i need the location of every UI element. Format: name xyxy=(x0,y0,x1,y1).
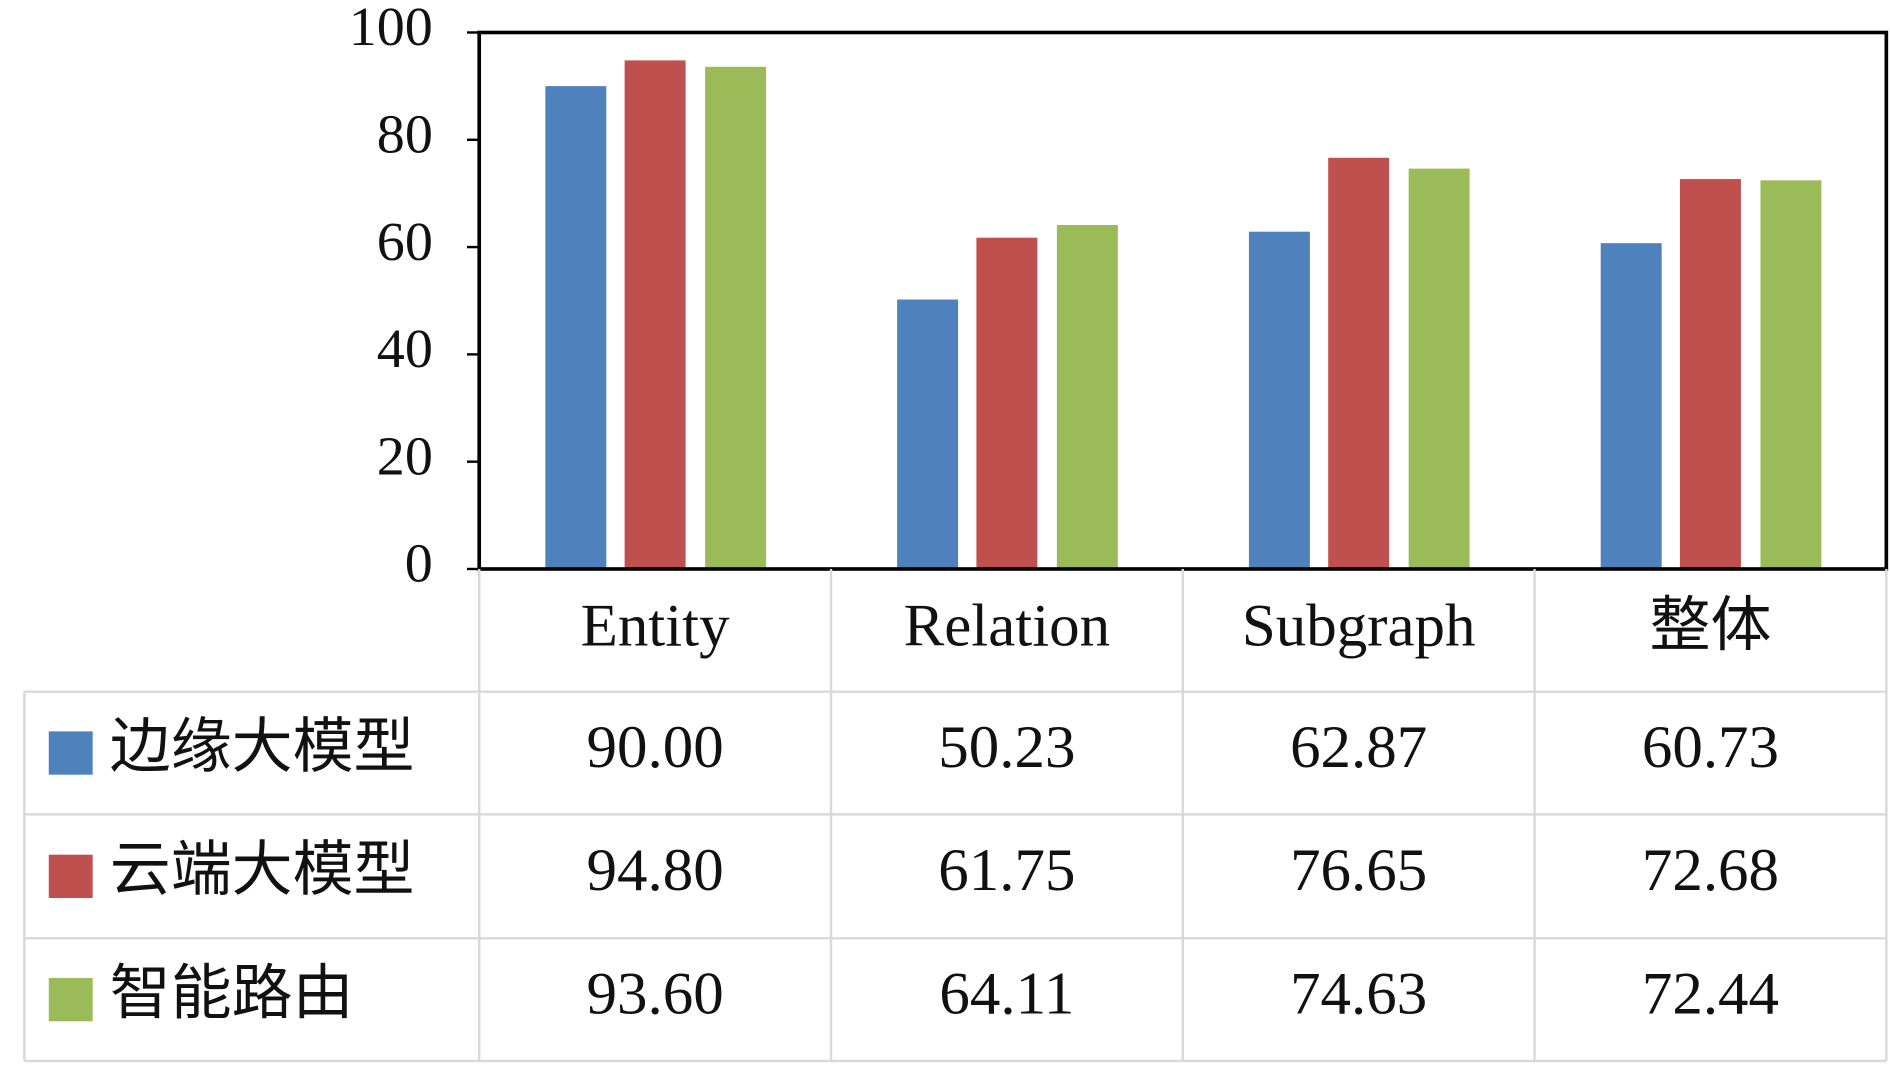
legend-label: 云端大模型 xyxy=(110,837,415,904)
value-label: 94.80 xyxy=(587,837,724,904)
value-label: 72.68 xyxy=(1642,837,1779,904)
y-tick-label: 0 xyxy=(405,533,433,595)
value-label: 61.75 xyxy=(938,837,1075,904)
legend-swatch xyxy=(48,731,93,775)
bar xyxy=(545,86,607,569)
legend-label: 智能路由 xyxy=(110,961,354,1028)
value-label: 74.63 xyxy=(1290,961,1427,1028)
bar xyxy=(976,237,1038,569)
y-tick-label: 20 xyxy=(377,426,433,488)
value-label: 93.60 xyxy=(587,961,724,1028)
plot-frame xyxy=(477,30,1889,571)
bar xyxy=(1760,180,1822,569)
bar xyxy=(705,66,767,569)
x-tick-label: Relation xyxy=(904,593,1111,660)
bar xyxy=(1408,168,1470,569)
y-tick-label: 100 xyxy=(349,0,433,58)
bar xyxy=(1600,243,1662,569)
value-label: 60.73 xyxy=(1642,714,1779,781)
value-label: 62.87 xyxy=(1290,714,1427,781)
y-tick-label: 80 xyxy=(377,104,433,166)
x-tick-label: 整体 xyxy=(1649,593,1771,660)
value-label: 50.23 xyxy=(938,714,1075,781)
bar xyxy=(624,60,686,569)
value-label: 72.44 xyxy=(1642,961,1779,1028)
value-label: 64.11 xyxy=(939,961,1074,1028)
bar xyxy=(1056,225,1118,569)
y-tick-label: 40 xyxy=(377,318,433,380)
legend-label: 边缘大模型 xyxy=(110,714,415,781)
bar xyxy=(1679,179,1741,569)
y-tick-label: 60 xyxy=(377,211,433,273)
value-label: 90.00 xyxy=(587,714,724,781)
x-tick-label: Entity xyxy=(581,593,731,660)
legend-swatch xyxy=(48,977,93,1022)
bar xyxy=(1328,157,1390,569)
x-tick-label: Subgraph xyxy=(1242,593,1476,660)
legend-swatch xyxy=(48,854,93,898)
bar xyxy=(897,299,959,569)
value-label: 76.65 xyxy=(1290,837,1427,904)
bar xyxy=(1248,231,1310,569)
